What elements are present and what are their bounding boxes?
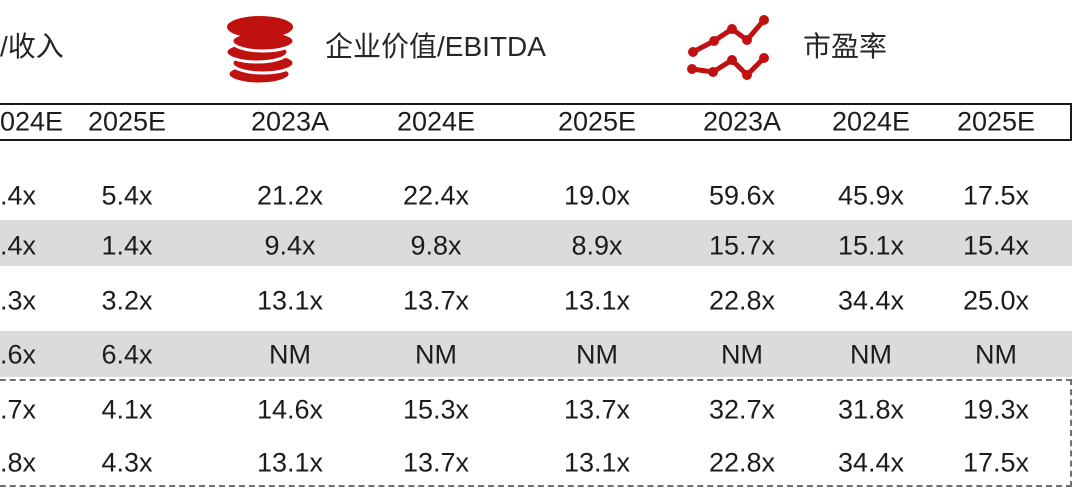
table-cell: 22.8x xyxy=(708,285,776,316)
column-header: 024E xyxy=(0,106,64,137)
row-stripe xyxy=(0,220,1072,266)
table-cell: 13.7x xyxy=(563,394,631,425)
column-header: 2024E xyxy=(396,106,476,137)
table-cell: NM xyxy=(850,339,892,370)
table-cell: 4.3x xyxy=(101,447,153,478)
table-cell: 3.2x xyxy=(101,285,153,316)
table-cell: 19.3x xyxy=(962,394,1030,425)
table-cell: 15.1x xyxy=(837,230,905,261)
table-cell: NM xyxy=(721,339,763,370)
table-cell: 13.1x xyxy=(563,447,631,478)
table-cell: 22.8x xyxy=(708,447,776,478)
table-cell: .4x xyxy=(0,180,37,211)
table-cell: 15.4x xyxy=(962,230,1030,261)
ev-revenue-label-fragment: /收入 xyxy=(0,31,64,62)
table-cell: .7x xyxy=(0,394,37,425)
table-cell: NM xyxy=(975,339,1017,370)
table-cell: .3x xyxy=(0,285,37,316)
row-stripe xyxy=(0,331,1072,377)
table-cell: 59.6x xyxy=(708,180,776,211)
table-cell: 13.1x xyxy=(256,447,324,478)
dashed-highlight-box xyxy=(0,379,1072,487)
table-cell: 1.4x xyxy=(101,230,153,261)
column-header: 2025E xyxy=(557,106,637,137)
coin-stack-icon xyxy=(225,16,296,86)
table-cell: 19.0x xyxy=(563,180,631,211)
table-cell: 13.7x xyxy=(402,285,470,316)
table-cell: .4x xyxy=(0,230,37,261)
table-cell: 4.1x xyxy=(101,394,153,425)
line-chart-icon xyxy=(687,15,769,80)
table-cell: 31.8x xyxy=(837,394,905,425)
column-header: 2023A xyxy=(702,106,782,137)
table-cell: 34.4x xyxy=(837,285,905,316)
table-cell: 14.6x xyxy=(256,394,324,425)
table-cell: 17.5x xyxy=(962,447,1030,478)
column-header: 2024E xyxy=(831,106,911,137)
column-header: 2023A xyxy=(250,106,330,137)
table-cell: 5.4x xyxy=(101,180,153,211)
ev-ebitda-label: 企业价值/EBITDA xyxy=(325,31,546,62)
table-cell: 13.7x xyxy=(402,447,470,478)
table-cell: 21.2x xyxy=(256,180,324,211)
table-cell: 15.7x xyxy=(708,230,776,261)
table-cell: 32.7x xyxy=(708,394,776,425)
table-cell: 8.9x xyxy=(571,230,623,261)
table-cell: 34.4x xyxy=(837,447,905,478)
table-cell: NM xyxy=(576,339,618,370)
table-cell: 15.3x xyxy=(402,394,470,425)
pe-ratio-label: 市盈率 xyxy=(803,31,888,62)
table-header-band xyxy=(0,103,1072,141)
table-cell: 13.1x xyxy=(563,285,631,316)
table-cell: .8x xyxy=(0,447,37,478)
table-cell: NM xyxy=(269,339,311,370)
table-cell: 13.1x xyxy=(256,285,324,316)
column-header: 2025E xyxy=(956,106,1036,137)
table-cell: NM xyxy=(415,339,457,370)
table-cell: .6x xyxy=(0,339,37,370)
table-cell: 25.0x xyxy=(962,285,1030,316)
table-cell: 22.4x xyxy=(402,180,470,211)
table-cell: 9.4x xyxy=(264,230,316,261)
column-header: 2025E xyxy=(87,106,167,137)
table-cell: 17.5x xyxy=(962,180,1030,211)
table-cell: 45.9x xyxy=(837,180,905,211)
table-cell: 6.4x xyxy=(101,339,153,370)
table-cell: 9.8x xyxy=(410,230,462,261)
